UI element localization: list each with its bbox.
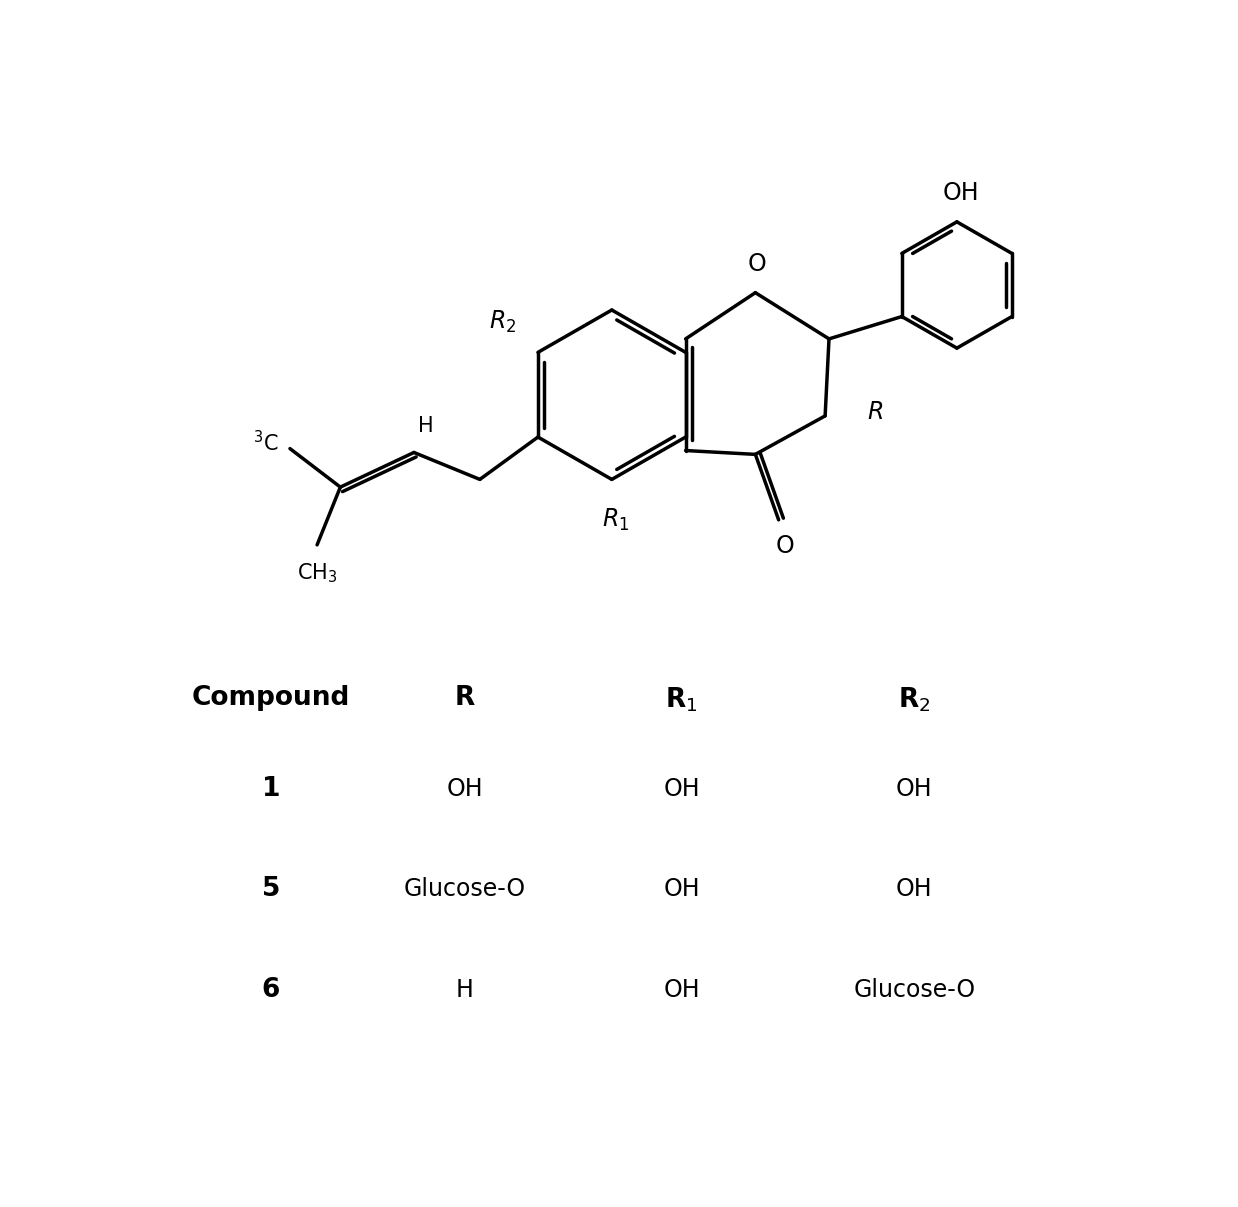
Text: O: O (775, 533, 795, 558)
Text: OH: OH (896, 777, 932, 801)
Text: R: R (454, 686, 475, 711)
Text: Compound: Compound (192, 686, 350, 711)
Text: H: H (418, 415, 433, 436)
Text: R$_1$: R$_1$ (666, 686, 698, 713)
Text: 6: 6 (261, 976, 280, 1003)
Text: OH: OH (664, 777, 699, 801)
Text: R: R (868, 400, 884, 424)
Text: Glucose-O: Glucose-O (853, 978, 976, 1002)
Text: 5: 5 (261, 876, 280, 903)
Text: R$_2$: R$_2$ (489, 309, 516, 336)
Text: R$_2$: R$_2$ (898, 686, 931, 713)
Text: 1: 1 (261, 776, 280, 803)
Text: OH: OH (447, 777, 483, 801)
Text: $^3$C: $^3$C (253, 430, 279, 455)
Text: OH: OH (896, 877, 932, 902)
Text: O: O (748, 252, 766, 275)
Text: OH: OH (664, 978, 699, 1002)
Text: OH: OH (942, 181, 979, 205)
Text: H: H (456, 978, 474, 1002)
Text: Glucose-O: Glucose-O (404, 877, 526, 902)
Text: CH$_3$: CH$_3$ (297, 561, 337, 585)
Text: OH: OH (664, 877, 699, 902)
Text: R$_1$: R$_1$ (602, 507, 629, 532)
